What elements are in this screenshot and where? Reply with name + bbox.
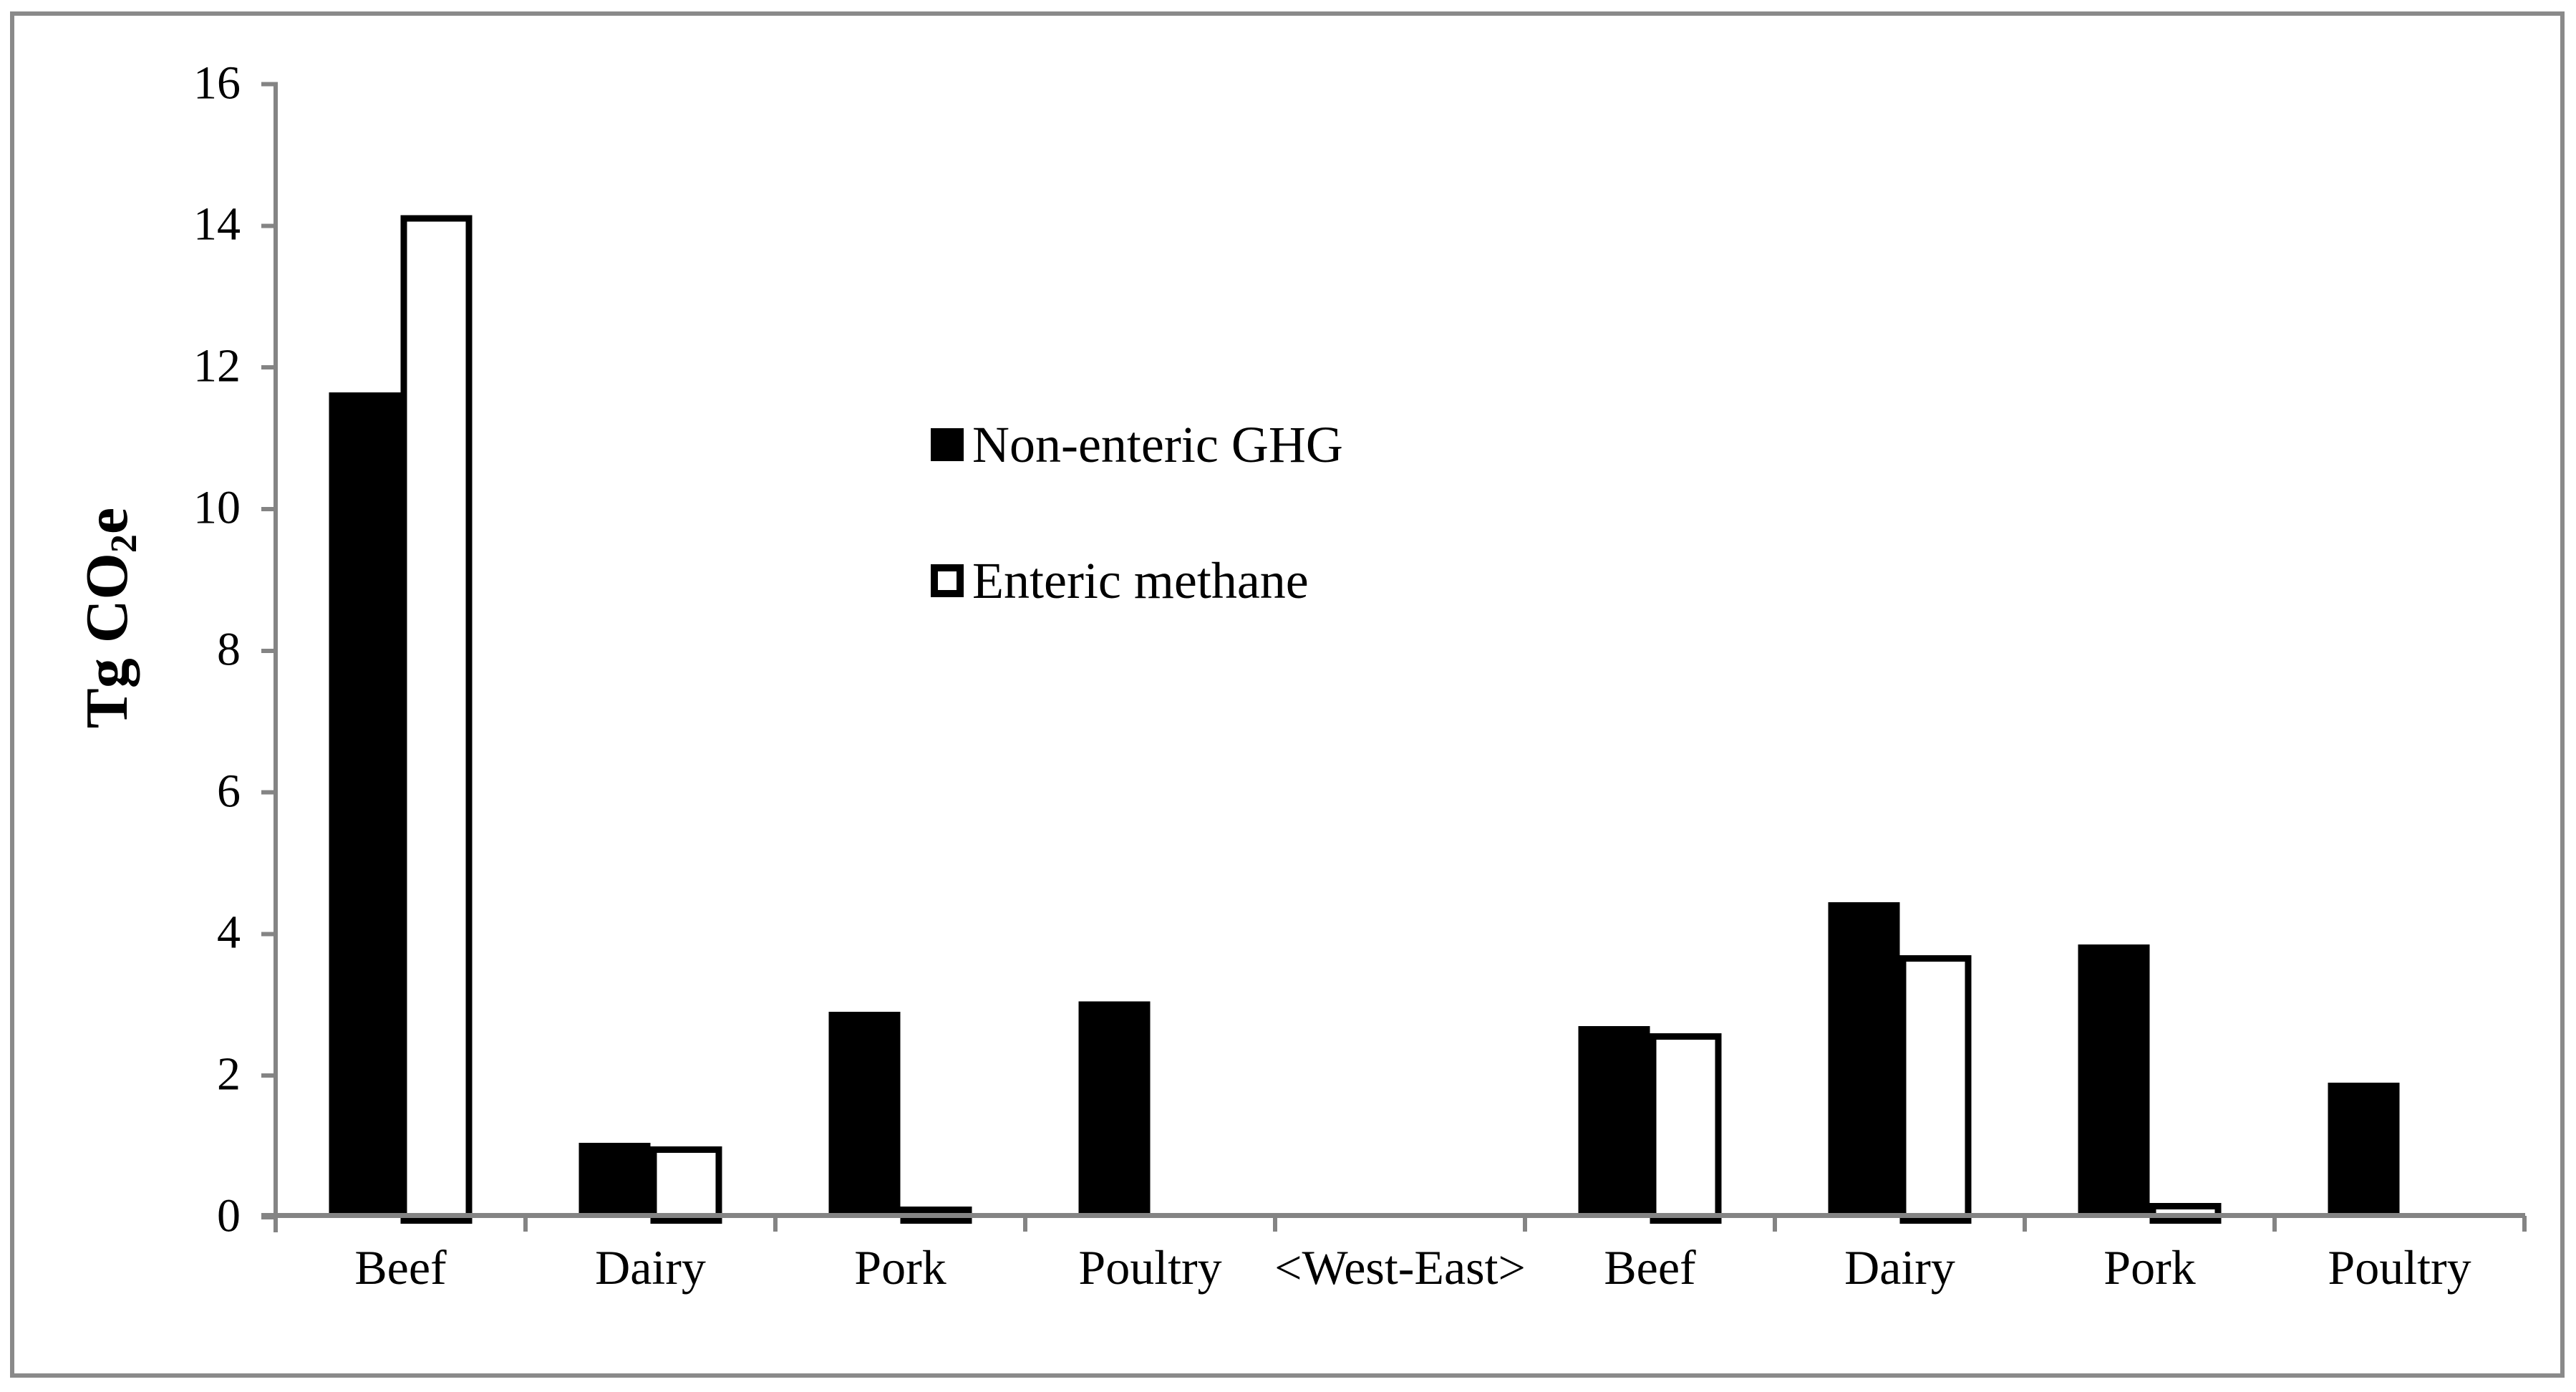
y-tick-label-12: 12 [193,339,241,392]
x-category-label-0-beef: Beef [354,1240,447,1295]
x-category-tick-9 [2522,1216,2527,1232]
x-category-tick-5 [1523,1216,1527,1232]
y-axis-title-text: Tg CO [74,553,140,729]
x-axis-line [261,1213,2525,1218]
y-tick-label-16: 16 [193,57,241,110]
x-category-label-5-beef: Beef [1604,1240,1696,1295]
y-axis-title-subscript: 2 [104,534,145,554]
y-axis-line [273,83,278,1232]
x-category-label-4-westeast: <West-East> [1274,1240,1526,1295]
bar-non-enteric-beef-5 [1578,1025,1650,1217]
legend-swatch-outline-square-icon [931,564,964,597]
legend-entry-non-enteric-ghg: Non-enteric GHG [931,419,1343,470]
legend-label-enteric-methane: Enteric methane [972,552,1309,609]
bar-non-enteric-pork-7 [2078,944,2150,1217]
x-category-tick-2 [773,1216,778,1232]
x-category-tick-6 [1773,1216,1777,1232]
bar-non-enteric-dairy-1 [578,1143,651,1217]
bar-enteric-fill-5 [1656,1039,1715,1217]
x-category-tick-8 [2272,1216,2277,1232]
x-category-label-2-pork: Pork [854,1240,946,1295]
x-category-tick-7 [2023,1216,2027,1232]
bar-enteric-fill-0 [407,221,466,1217]
legend-swatch-filled-square-icon [931,428,964,461]
y-axis-title: Tg CO2e [74,507,145,729]
x-category-label-3-poultry: Poultry [1078,1240,1222,1295]
y-tick-10 [261,507,278,511]
y-tick-12 [261,365,278,370]
bar-non-enteric-poultry-8 [2328,1083,2400,1217]
x-category-label-6-dairy: Dairy [1844,1240,1955,1295]
y-tick-2 [261,1073,278,1078]
x-category-label-8-poultry: Poultry [2328,1240,2471,1295]
x-category-label-1-dairy: Dairy [595,1240,706,1295]
bar-non-enteric-pork-2 [828,1012,901,1217]
bar-non-enteric-poultry-3 [1078,1001,1151,1217]
y-tick-label-4: 4 [217,907,241,960]
x-category-tick-0 [273,1216,278,1232]
x-category-tick-4 [1273,1216,1277,1232]
bar-non-enteric-beef-0 [329,392,401,1218]
x-category-label-7-pork: Pork [2103,1240,2196,1295]
y-tick-label-10: 10 [193,481,241,534]
legend-label-non-enteric-ghg: Non-enteric GHG [972,416,1343,473]
y-tick-label-8: 8 [217,623,241,676]
x-category-tick-3 [1023,1216,1027,1232]
bar-enteric-fill-6 [1906,962,1965,1217]
y-tick-16 [261,82,278,87]
legend-entry-enteric-methane: Enteric methane [931,555,1309,606]
bar-enteric-fill-1 [657,1153,716,1217]
bar-non-enteric-dairy-6 [1828,902,1900,1217]
y-tick-4 [261,932,278,937]
y-tick-label-6: 6 [217,765,241,818]
y-tick-label-14: 14 [193,198,241,251]
y-tick-label-0: 0 [217,1189,241,1242]
y-tick-14 [261,223,278,228]
y-tick-6 [261,790,278,795]
y-tick-8 [261,648,278,653]
x-category-tick-1 [523,1216,528,1232]
y-axis-title-suffix: e [74,507,140,535]
y-tick-label-2: 2 [217,1048,241,1101]
